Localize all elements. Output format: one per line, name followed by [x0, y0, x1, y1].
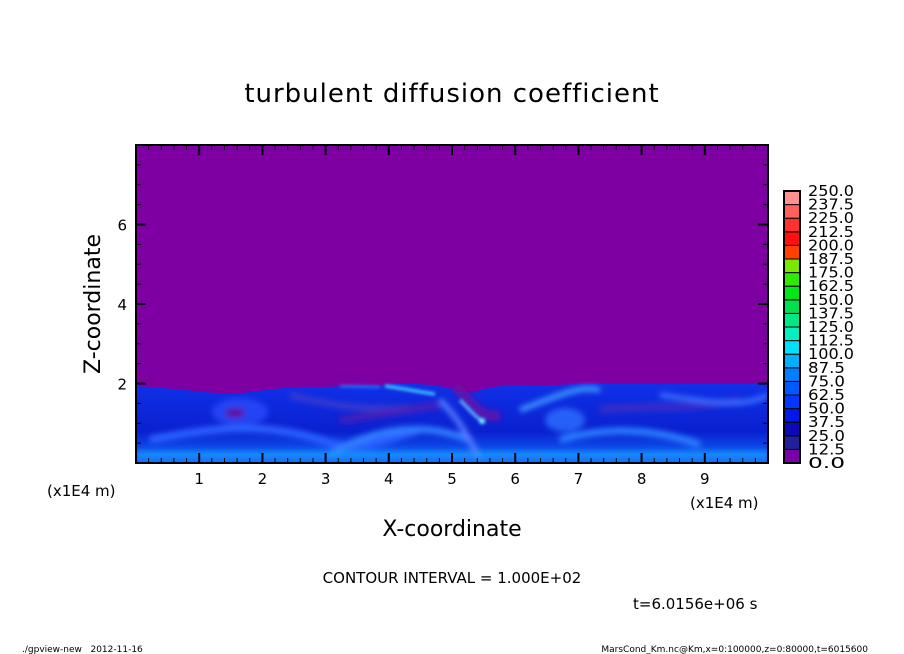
colorbar-segment — [783, 285, 801, 301]
colorbar-segment — [783, 353, 801, 369]
x-unit-label: (x1E4 m) — [690, 494, 759, 512]
colorbar-segment — [783, 217, 801, 233]
colorbar-segment — [783, 204, 801, 219]
colorbar-segment — [783, 408, 801, 423]
colorbar-segment — [783, 435, 801, 450]
z-unit-label: (x1E4 m) — [47, 482, 116, 500]
axis-ticks: 1 2 3 4 5 6 7 8 9 2 4 6 — [117, 144, 769, 488]
colorbar-label: 25.0 — [808, 427, 845, 445]
colorbar-label: 112.5 — [808, 332, 854, 350]
colorbar-label: 75.0 — [808, 372, 845, 390]
x-tick-label: 1 — [194, 470, 204, 488]
x-tick-label: 3 — [321, 470, 331, 488]
x-axis-label: X-coordinate — [382, 517, 521, 542]
boundary-layer — [136, 383, 768, 463]
colorbar-label: 100.0 — [808, 345, 854, 363]
high-value-filaments — [339, 384, 486, 424]
y-tick-label: 2 — [117, 376, 127, 394]
colorbar-segment — [783, 258, 801, 274]
colorbar-segment — [783, 190, 801, 206]
heatmap-field — [136, 145, 768, 463]
footer-left: ./gpview-new 2012-11-16 — [22, 645, 143, 654]
x-tick-label: 6 — [510, 470, 520, 488]
chart-title: turbulent diffusion coefficient — [244, 79, 659, 109]
colorbar-label: 200.0 — [808, 236, 854, 254]
colorbar-segment — [783, 244, 801, 260]
colorbar-label: 212.5 — [808, 223, 854, 241]
colorbar-segment — [783, 421, 801, 437]
colorbar-segment — [783, 394, 801, 410]
x-tick-label: 8 — [637, 470, 647, 488]
colorbar-label: 137.5 — [808, 304, 854, 322]
colorbar-label: 50.0 — [808, 400, 845, 418]
colorbar-segment — [783, 340, 801, 355]
time-label: t=6.0156e+06 s — [633, 595, 758, 613]
colorbar-label: 237.5 — [808, 196, 854, 214]
colorbar-label: 37.5 — [808, 413, 845, 431]
colorbar-label: 62.5 — [808, 386, 845, 404]
x-tick-label: 2 — [258, 470, 268, 488]
colorbar-segment — [783, 367, 801, 382]
colorbar-label: 12.5 — [808, 440, 845, 458]
y-tick-label: 6 — [117, 217, 127, 235]
colorbar-label: 162.5 — [808, 277, 854, 295]
colorbar-label: 0.0 — [808, 454, 845, 472]
colorbar-label: 87.5 — [808, 359, 845, 377]
x-tick-label: 9 — [700, 470, 710, 488]
colorbar-label: 125.0 — [808, 318, 854, 336]
colorbar-label: 175.0 — [808, 264, 854, 282]
y-tick-label: 4 — [117, 296, 127, 314]
colorbar-segment — [783, 299, 801, 314]
colorbar-segment — [783, 272, 801, 287]
colorbar-label: 250.0 — [808, 182, 854, 200]
colorbar-label: 225.0 — [808, 209, 854, 227]
y-axis-label: Z-coordinate — [81, 234, 106, 374]
colorbar: 0.012.525.037.550.062.575.087.5100.0112.… — [783, 182, 854, 472]
colorbar-label: 150.0 — [808, 291, 854, 309]
colorbar-segment — [783, 448, 801, 464]
colorbar-segment — [783, 380, 801, 396]
colorbar-label: 187.5 — [808, 250, 854, 268]
x-tick-label: 5 — [447, 470, 457, 488]
colorbar-segment — [783, 326, 801, 342]
colorbar-segment — [783, 312, 801, 328]
x-tick-label: 7 — [574, 470, 584, 488]
x-tick-label: 4 — [384, 470, 394, 488]
colorbar-segment — [783, 231, 801, 246]
contour-interval: CONTOUR INTERVAL = 1.000E+02 — [323, 569, 582, 587]
footer-right: MarsCond_Km.nc@Km,x=0:100000,z=0:80000,t… — [601, 645, 868, 654]
colorbar-frame — [783, 190, 801, 464]
